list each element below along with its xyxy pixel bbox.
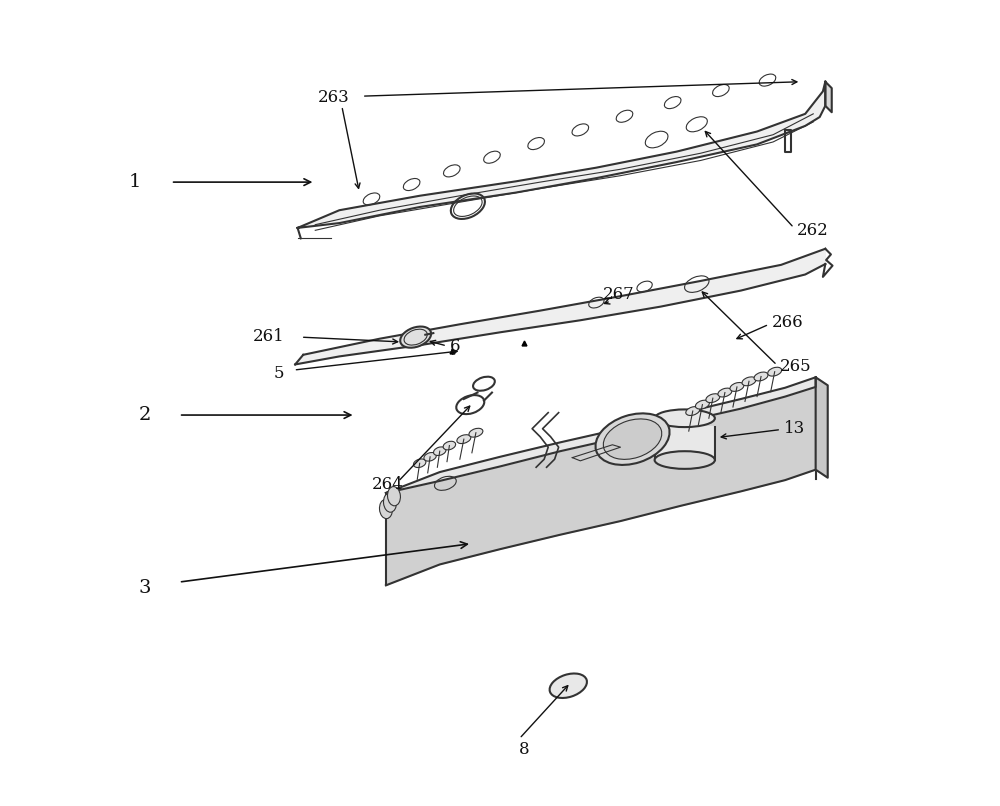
Ellipse shape bbox=[424, 452, 436, 461]
Ellipse shape bbox=[413, 459, 426, 467]
Ellipse shape bbox=[655, 451, 715, 469]
Text: 265: 265 bbox=[780, 359, 811, 376]
Ellipse shape bbox=[434, 447, 446, 455]
Polygon shape bbox=[295, 249, 825, 364]
Ellipse shape bbox=[457, 434, 471, 443]
Ellipse shape bbox=[400, 326, 431, 347]
Text: 263: 263 bbox=[318, 89, 350, 106]
Ellipse shape bbox=[695, 401, 709, 409]
Ellipse shape bbox=[686, 406, 700, 415]
Polygon shape bbox=[386, 377, 816, 493]
Polygon shape bbox=[816, 377, 828, 478]
Ellipse shape bbox=[595, 413, 670, 465]
Ellipse shape bbox=[768, 368, 782, 376]
Ellipse shape bbox=[603, 419, 662, 459]
Ellipse shape bbox=[754, 372, 768, 381]
Text: 264: 264 bbox=[372, 476, 403, 493]
Ellipse shape bbox=[469, 428, 483, 437]
Polygon shape bbox=[825, 81, 832, 112]
Ellipse shape bbox=[384, 493, 396, 513]
Text: 261: 261 bbox=[253, 328, 285, 345]
Ellipse shape bbox=[388, 487, 400, 506]
Ellipse shape bbox=[730, 383, 744, 392]
Polygon shape bbox=[298, 81, 825, 228]
Text: 6: 6 bbox=[450, 339, 461, 355]
Text: 13: 13 bbox=[784, 420, 805, 437]
Polygon shape bbox=[655, 426, 715, 460]
Polygon shape bbox=[386, 387, 816, 585]
Ellipse shape bbox=[379, 500, 392, 518]
Text: 3: 3 bbox=[139, 579, 151, 596]
Text: 5: 5 bbox=[274, 365, 284, 382]
Ellipse shape bbox=[742, 377, 756, 386]
Ellipse shape bbox=[718, 388, 732, 397]
Ellipse shape bbox=[550, 674, 587, 698]
Ellipse shape bbox=[706, 394, 720, 403]
Ellipse shape bbox=[443, 441, 456, 450]
Text: 262: 262 bbox=[797, 222, 829, 239]
Text: 8: 8 bbox=[519, 742, 529, 758]
Text: 1: 1 bbox=[128, 173, 141, 191]
Text: 267: 267 bbox=[603, 286, 635, 303]
Text: 266: 266 bbox=[771, 314, 803, 331]
Ellipse shape bbox=[655, 409, 715, 427]
Text: 2: 2 bbox=[139, 406, 151, 424]
